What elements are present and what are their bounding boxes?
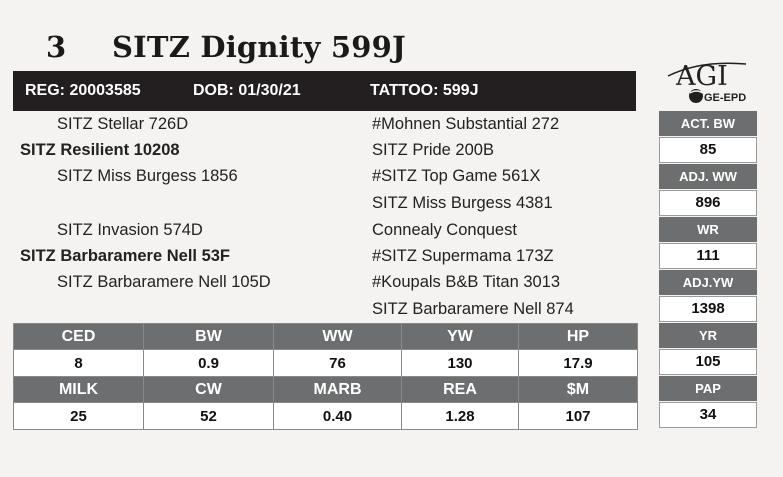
animal-name: SITZ Dignity 599J — [112, 30, 406, 64]
epd-label-bw: BW — [143, 323, 274, 350]
perf-value-pap: 34 — [659, 402, 757, 428]
epd-value-marb: 0.40 — [273, 402, 402, 430]
epd-value-dollar-m: 107 — [518, 402, 638, 430]
perf-label-wr: WR — [659, 217, 757, 242]
pedigree-dam: SITZ Barbaramere Nell 53F — [20, 247, 231, 265]
registration-number: REG: 20003585 — [25, 82, 141, 99]
epd-label-ced: CED — [13, 323, 144, 350]
epd-header-row: CED BW WW YW HP — [13, 323, 638, 350]
perf-value-wr: 111 — [659, 243, 757, 269]
logo-top-text: AGI — [675, 61, 728, 92]
agi-ge-epd-logo: AGI GE-EPD — [667, 61, 746, 104]
epd-label-hp: HP — [518, 323, 638, 350]
epd-value-milk: 25 — [13, 402, 144, 430]
logo-bottom-text: GE-EPD — [704, 92, 746, 104]
epd-value-rea: 1.28 — [401, 402, 519, 430]
epd-value-bw: 0.9 — [143, 349, 274, 377]
pedigree-ancestor: Connealy Conquest — [372, 221, 517, 239]
perf-value-adj-yw: 1398 — [659, 296, 757, 322]
pedigree-ancestor: #SITZ Top Game 561X — [372, 167, 541, 185]
tattoo: TATTOO: 599J — [370, 82, 479, 99]
epd-label-marb: MARB — [273, 376, 402, 403]
pedigree-ancestor: #SITZ Supermama 173Z — [372, 247, 554, 265]
epd-value-ced: 8 — [13, 349, 144, 377]
epd-value-row: 8 0.9 76 130 17.9 — [13, 349, 638, 377]
epd-label-ww: WW — [273, 323, 402, 350]
perf-label-adj-yw: ADJ.YW — [659, 270, 757, 295]
pedigree-ancestor: SITZ Miss Burgess 4381 — [372, 194, 553, 212]
epd-header-row: MILK CW MARB REA $M — [13, 376, 638, 403]
epd-label-rea: REA — [401, 376, 519, 403]
lot-number: 3 — [46, 30, 67, 64]
epd-label-cw: CW — [143, 376, 274, 403]
epd-table: CED BW WW YW HP 8 0.9 76 130 17.9 MILK C… — [13, 323, 638, 430]
pedigree-ancestor: SITZ Barbaramere Nell 874 — [372, 300, 574, 318]
pedigree-ancestor: #Koupals B&B Titan 3013 — [372, 273, 561, 291]
epd-value-yw: 130 — [401, 349, 519, 377]
epd-value-cw: 52 — [143, 402, 274, 430]
epd-label-dollar-m: $M — [518, 376, 638, 403]
registration-bar: REG: 20003585 DOB: 01/30/21 TATTOO: 599J — [13, 71, 636, 111]
pedigree-dam-sire: SITZ Invasion 574D — [57, 221, 203, 239]
perf-label-act-bw: ACT. BW — [659, 111, 757, 136]
epd-label-milk: MILK — [13, 376, 144, 403]
birth-date: DOB: 01/30/21 — [193, 82, 301, 99]
epd-label-yw: YW — [401, 323, 519, 350]
pedigree-sire: SITZ Resilient 10208 — [20, 141, 180, 159]
perf-label-yr: YR — [659, 323, 757, 348]
perf-label-adj-ww: ADJ. WW — [659, 164, 757, 189]
epd-value-ww: 76 — [273, 349, 402, 377]
pedigree-sire-sire: SITZ Stellar 726D — [57, 115, 189, 133]
pedigree-sire-dam: SITZ Miss Burgess 1856 — [57, 167, 238, 185]
pedigree-ancestor: #Mohnen Substantial 272 — [372, 115, 560, 133]
pedigree-ancestor: SITZ Pride 200B — [372, 141, 494, 159]
lot-title: 3 SITZ Dignity 599J — [46, 30, 406, 64]
epd-value-hp: 17.9 — [518, 349, 638, 377]
perf-label-pap: PAP — [659, 376, 757, 401]
perf-value-adj-ww: 896 — [659, 190, 757, 216]
perf-value-yr: 105 — [659, 349, 757, 375]
perf-value-act-bw: 85 — [659, 137, 757, 163]
epd-value-row: 25 52 0.40 1.28 107 — [13, 402, 638, 430]
pedigree-dam-dam: SITZ Barbaramere Nell 105D — [57, 273, 271, 291]
